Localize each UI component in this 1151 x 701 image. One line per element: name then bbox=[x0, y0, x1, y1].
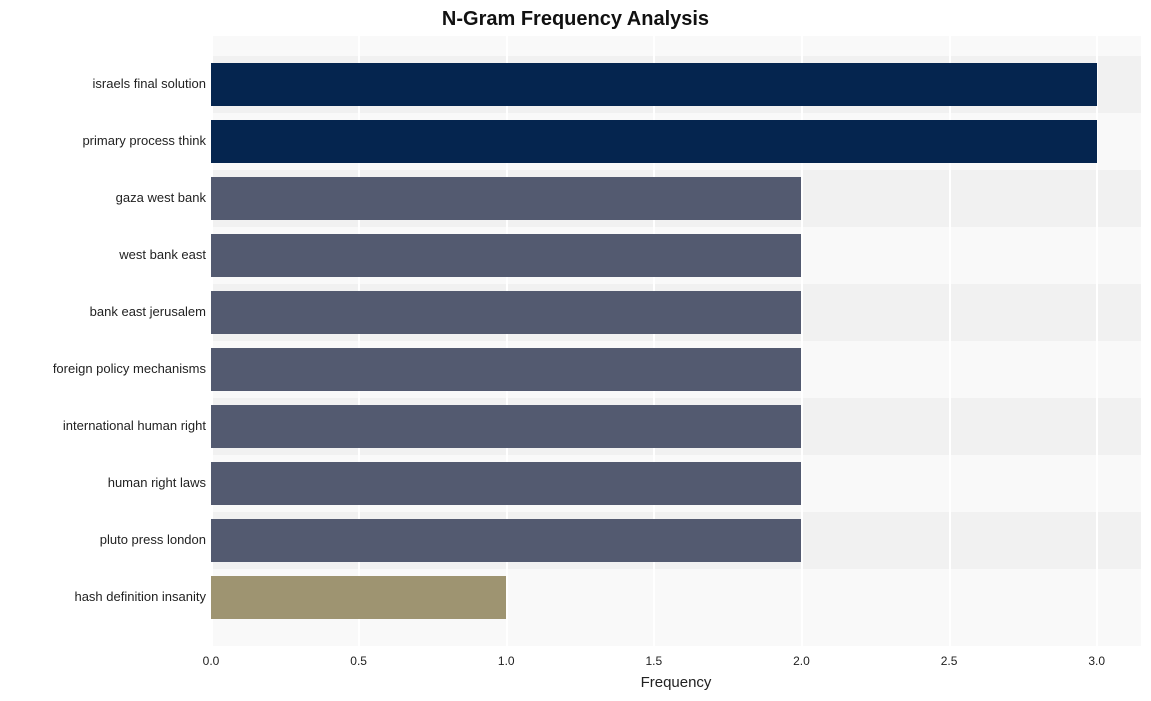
y-tick-label: hash definition insanity bbox=[74, 589, 206, 604]
ngram-bar-chart: N-Gram Frequency Analysis Frequency isra… bbox=[0, 0, 1151, 701]
y-tick-label: west bank east bbox=[119, 247, 206, 262]
chart-title: N-Gram Frequency Analysis bbox=[0, 8, 1151, 31]
bar bbox=[211, 405, 801, 448]
bar bbox=[211, 120, 1097, 163]
y-tick-label: international human right bbox=[63, 418, 206, 433]
plot-top-pad bbox=[211, 36, 1141, 56]
y-tick-label: foreign policy mechanisms bbox=[53, 361, 206, 376]
y-tick-label: gaza west bank bbox=[116, 190, 206, 205]
y-tick-label: israels final solution bbox=[93, 76, 206, 91]
bar bbox=[211, 462, 801, 505]
plot-area bbox=[211, 36, 1141, 646]
x-tick-label: 1.0 bbox=[486, 654, 526, 668]
bar bbox=[211, 519, 801, 562]
bar bbox=[211, 291, 801, 334]
x-axis-title: Frequency bbox=[211, 674, 1141, 691]
x-tick-label: 1.5 bbox=[634, 654, 674, 668]
y-tick-label: pluto press london bbox=[100, 532, 206, 547]
x-tick-label: 2.0 bbox=[781, 654, 821, 668]
x-tick-label: 0.0 bbox=[191, 654, 231, 668]
y-tick-label: bank east jerusalem bbox=[90, 304, 206, 319]
bar bbox=[211, 576, 506, 619]
bar bbox=[211, 177, 801, 220]
x-tick-label: 3.0 bbox=[1077, 654, 1117, 668]
bar bbox=[211, 234, 801, 277]
plot-bottom-pad bbox=[211, 626, 1141, 646]
bar bbox=[211, 348, 801, 391]
y-tick-label: human right laws bbox=[108, 475, 206, 490]
x-tick-label: 0.5 bbox=[339, 654, 379, 668]
bar bbox=[211, 63, 1097, 106]
y-tick-label: primary process think bbox=[82, 133, 206, 148]
x-tick-label: 2.5 bbox=[929, 654, 969, 668]
